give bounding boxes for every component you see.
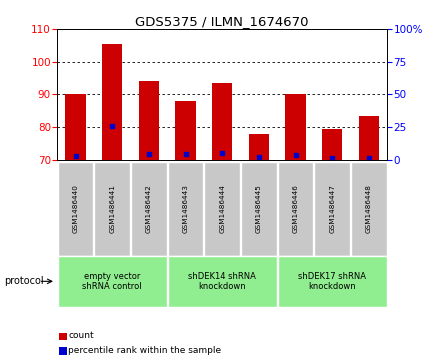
Text: GSM1486440: GSM1486440 — [73, 184, 78, 233]
Text: GSM1486448: GSM1486448 — [366, 184, 372, 233]
Text: GSM1486444: GSM1486444 — [219, 184, 225, 233]
Bar — [139, 81, 159, 160]
Text: GSM1486441: GSM1486441 — [109, 184, 115, 233]
Text: empty vector
shRNA control: empty vector shRNA control — [82, 272, 142, 291]
Text: percentile rank within the sample: percentile rank within the sample — [68, 346, 221, 355]
Text: count: count — [68, 331, 94, 340]
Text: GSM1486442: GSM1486442 — [146, 184, 152, 233]
Bar — [212, 83, 232, 160]
Bar — [286, 94, 306, 160]
Text: shDEK17 shRNA
knockdown: shDEK17 shRNA knockdown — [298, 272, 366, 291]
Text: GSM1486446: GSM1486446 — [293, 184, 298, 233]
Text: GSM1486447: GSM1486447 — [329, 184, 335, 233]
Text: GSM1486443: GSM1486443 — [183, 184, 188, 233]
Text: protocol: protocol — [4, 276, 44, 286]
Bar — [359, 115, 379, 160]
Text: GSM1486445: GSM1486445 — [256, 184, 262, 233]
Bar — [176, 101, 196, 160]
Bar — [102, 44, 122, 160]
Bar — [66, 94, 86, 160]
Text: shDEK14 shRNA
knockdown: shDEK14 shRNA knockdown — [188, 272, 256, 291]
Bar — [322, 129, 342, 160]
Title: GDS5375 / ILMN_1674670: GDS5375 / ILMN_1674670 — [136, 15, 309, 28]
Bar — [249, 134, 269, 160]
